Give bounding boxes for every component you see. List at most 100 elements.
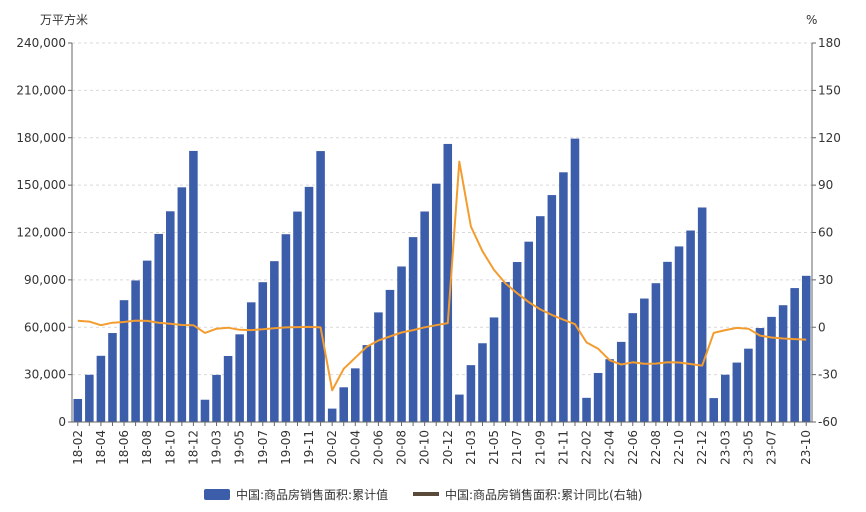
x-tick-label: 23-10 [799, 430, 813, 465]
x-tick-label: 20-02 [325, 430, 339, 465]
bar [374, 312, 383, 422]
left-tick-label: 30,000 [24, 368, 66, 382]
right-tick-label: 120 [818, 131, 841, 145]
bar [293, 211, 302, 422]
legend-bar-swatch [204, 489, 230, 500]
bar [108, 333, 117, 422]
left-tick-label: 120,000 [16, 226, 66, 240]
bar [246, 302, 256, 422]
bar [801, 275, 811, 422]
bar [385, 289, 395, 422]
bar [466, 365, 476, 422]
bar [478, 343, 487, 422]
bar-series [73, 138, 811, 423]
bar [339, 387, 348, 422]
bar [559, 172, 568, 422]
x-tick-label: 22-10 [672, 430, 686, 465]
legend-line-label: 中国:商品房销售面积:累计同比(右轴) [445, 487, 642, 502]
left-tick-label: 210,000 [16, 83, 66, 97]
left-tick-label: 240,000 [16, 36, 66, 50]
bar [119, 300, 129, 422]
x-tick-label: 21-07 [510, 430, 524, 465]
x-tick-label: 20-06 [371, 430, 385, 465]
bar [536, 216, 545, 422]
x-tick-label: 22-06 [626, 430, 640, 465]
bar [270, 261, 279, 422]
x-tick-label: 20-10 [418, 430, 432, 465]
bar [189, 150, 198, 422]
x-tick-label: 21-05 [487, 430, 501, 465]
right-axis-ticks: -60 -30 0 30 60 90 120 150 180 [812, 36, 841, 429]
bar [327, 408, 337, 422]
bar [166, 211, 175, 422]
left-tick-label: 150,000 [16, 178, 66, 192]
bar [524, 241, 533, 422]
bar [686, 230, 695, 422]
bar [200, 399, 210, 422]
x-tick-label: 23-07 [765, 430, 779, 465]
bar [663, 261, 672, 422]
left-axis-ticks: 0 30,000 60,000 90,000 120,000 150,000 180,000… [16, 36, 72, 429]
x-tick-label: 18-10 [163, 430, 177, 465]
bar [512, 262, 522, 422]
left-tick-label: 90,000 [24, 273, 66, 287]
bar [674, 246, 684, 422]
right-tick-label: 30 [818, 273, 833, 287]
bar [351, 368, 360, 422]
bar [455, 394, 464, 422]
bar [258, 282, 268, 422]
axes [71, 43, 813, 423]
bar [235, 334, 244, 422]
right-tick-label: 90 [818, 178, 833, 192]
bar [697, 207, 707, 422]
bar [582, 397, 591, 422]
bar [223, 355, 233, 422]
right-tick-label: -30 [818, 368, 838, 382]
bar [721, 374, 730, 422]
x-tick-label: 18-12 [186, 430, 200, 465]
bar [616, 341, 626, 422]
bar [154, 233, 163, 422]
bar [605, 359, 614, 422]
bar [755, 328, 765, 422]
bar [744, 348, 753, 422]
x-tick-label: 18-06 [117, 430, 131, 465]
x-tick-label: 19-11 [302, 430, 316, 465]
x-tick-label: 19-03 [210, 430, 224, 465]
bar [362, 345, 372, 422]
bar [767, 316, 776, 422]
bar [443, 143, 453, 423]
x-tick-label: 20-12 [441, 430, 455, 465]
bar [709, 398, 718, 422]
yoy-line [77, 160, 807, 392]
x-tick-label: 18-08 [140, 430, 154, 465]
x-tick-label: 20-08 [395, 430, 409, 465]
x-tick-label: 23-05 [741, 430, 755, 465]
bar [501, 282, 510, 422]
bar [397, 266, 406, 422]
left-tick-label: 0 [58, 415, 66, 429]
legend: 中国:商品房销售面积:累计值 中国:商品房销售面积:累计同比(右轴) [204, 487, 642, 502]
left-axis-unit: 万平方米 [40, 12, 88, 27]
x-tick-label: 21-03 [464, 430, 478, 465]
bar [142, 260, 152, 422]
bar [73, 398, 83, 422]
x-tick-label: 22-04 [603, 430, 617, 465]
bar [131, 280, 140, 422]
line-series [77, 160, 807, 392]
bar [651, 283, 661, 422]
left-tick-label: 180,000 [16, 131, 66, 145]
bar [790, 288, 799, 422]
x-tick-label: 21-11 [556, 430, 570, 465]
bar [778, 305, 788, 422]
bar [593, 372, 603, 422]
bar [212, 374, 221, 422]
bar [420, 211, 429, 422]
bar [732, 362, 742, 422]
x-tick-label: 19-05 [233, 430, 247, 465]
x-tick-label: 23-03 [718, 430, 732, 465]
bar [489, 317, 499, 422]
bar [628, 313, 638, 422]
